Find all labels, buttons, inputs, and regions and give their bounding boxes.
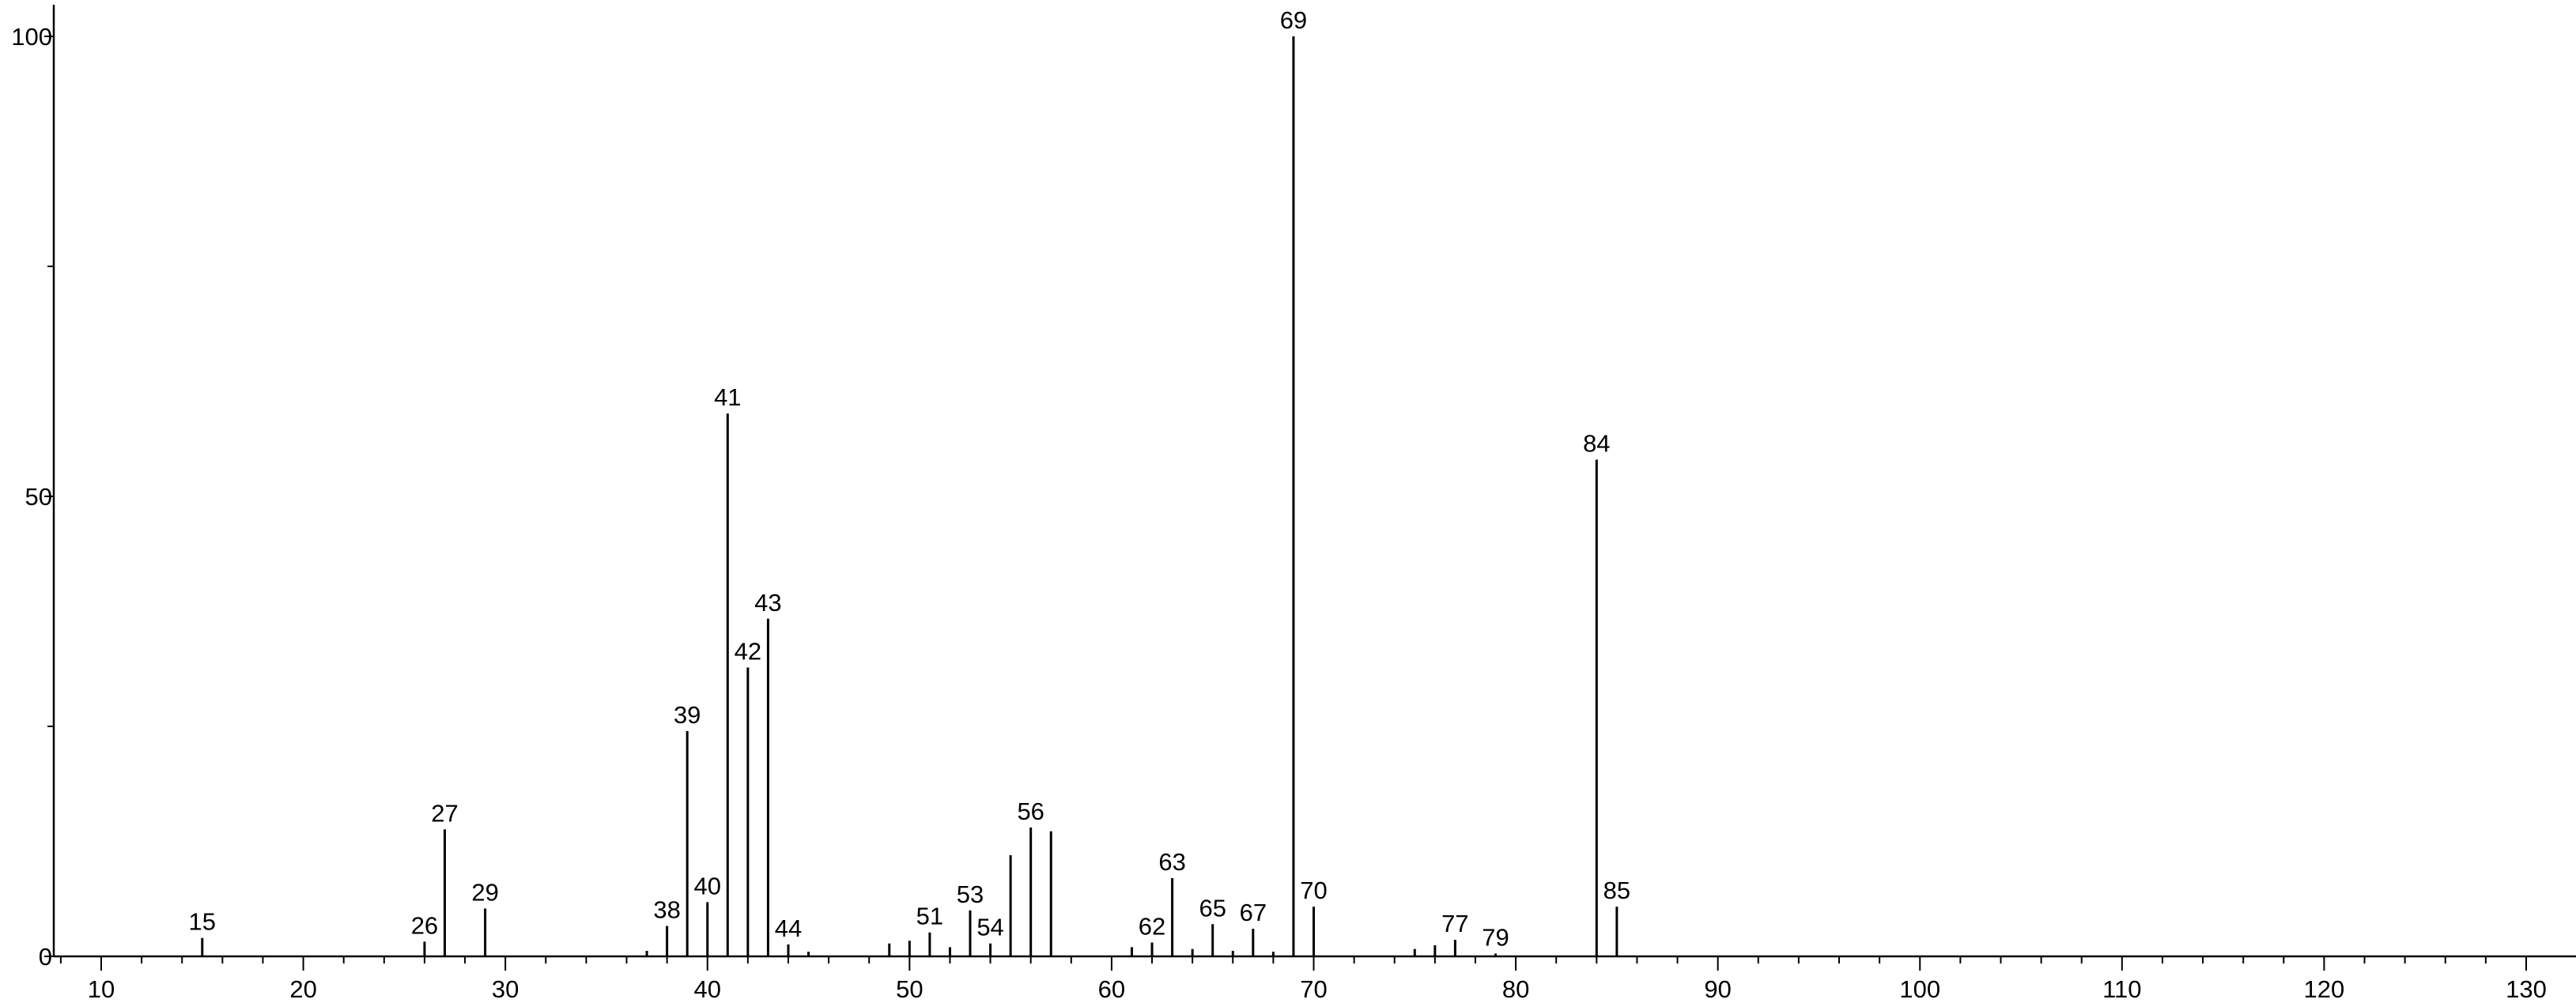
- x-tick-label: 70: [1300, 975, 1327, 999]
- peak-label-27: 27: [431, 799, 458, 827]
- peak-label-69: 69: [1280, 6, 1307, 34]
- peak-labels-layer: 15 26 27 29 38 39 40 41 42 43 44 51 53 54 56 62 63 65 67 69…: [189, 6, 1631, 952]
- peak-label-85: 85: [1603, 877, 1630, 904]
- x-tick-label: 90: [1704, 975, 1731, 999]
- peak-label-63: 63: [1158, 848, 1185, 876]
- x-tick-label: 130: [2506, 975, 2547, 999]
- peak-label-65: 65: [1199, 894, 1226, 922]
- peak-label-56: 56: [1017, 797, 1044, 825]
- peak-label-70: 70: [1300, 877, 1327, 904]
- peak-label-29: 29: [471, 878, 498, 906]
- peak-label-67: 67: [1240, 899, 1267, 926]
- y-tick-label: 0: [39, 943, 52, 971]
- x-tick-label: 10: [88, 975, 115, 999]
- x-tick-label: 80: [1502, 975, 1529, 999]
- peak-label-54: 54: [976, 914, 1003, 941]
- peak-label-53: 53: [957, 880, 984, 908]
- peak-label-77: 77: [1441, 910, 1468, 937]
- peak-label-79: 79: [1482, 924, 1509, 952]
- axes-layer: 10 20 30 40 50 60 70 80 90 100 110 120 130 0 50 100: [11, 5, 2576, 1003]
- x-tick-label: 50: [896, 975, 923, 999]
- peak-label-39: 39: [674, 701, 701, 729]
- peak-label-26: 26: [411, 911, 438, 939]
- peak-label-43: 43: [754, 589, 781, 617]
- x-tick-label: 20: [289, 975, 316, 999]
- y-tick-label: 50: [25, 483, 52, 511]
- x-tick-label: 30: [492, 975, 519, 999]
- x-tick-label: 100: [1899, 975, 1940, 999]
- x-tick-label: 110: [2102, 975, 2141, 999]
- peak-label-42: 42: [735, 638, 761, 666]
- peak-label-41: 41: [714, 383, 741, 411]
- x-tick-label: 40: [694, 975, 721, 999]
- x-tick-label: 60: [1098, 975, 1125, 999]
- peaks-layer: [201, 36, 1618, 956]
- y-tick-label: 100: [11, 23, 52, 51]
- peak-label-38: 38: [653, 896, 680, 924]
- peak-label-44: 44: [775, 914, 802, 942]
- x-tick-label: 120: [2304, 975, 2345, 999]
- peak-label-84: 84: [1583, 429, 1610, 457]
- peak-label-51: 51: [916, 903, 943, 930]
- peak-label-40: 40: [694, 872, 721, 899]
- peak-label-15: 15: [189, 908, 216, 936]
- peak-label-62: 62: [1139, 913, 1165, 941]
